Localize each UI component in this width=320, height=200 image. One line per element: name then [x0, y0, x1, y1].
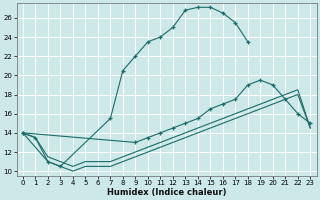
- X-axis label: Humidex (Indice chaleur): Humidex (Indice chaleur): [107, 188, 226, 197]
